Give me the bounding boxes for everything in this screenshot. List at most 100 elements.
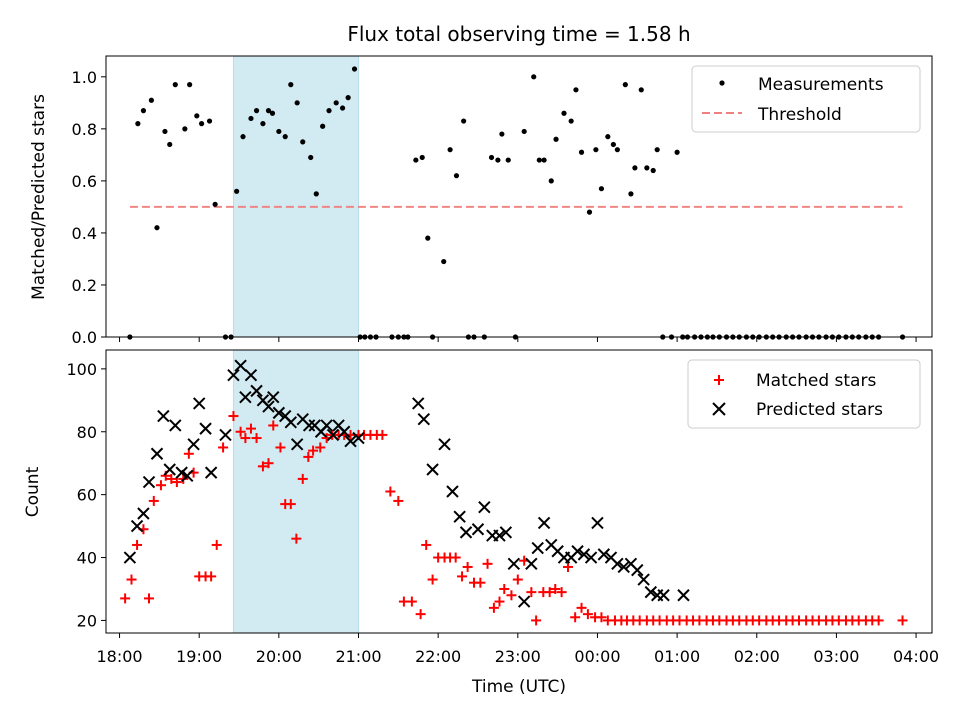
measurement-point <box>148 97 155 103</box>
measurement-point <box>182 126 188 132</box>
predicted-star-point <box>181 469 194 482</box>
measurement-point <box>586 209 593 215</box>
matched-star-point <box>308 445 319 456</box>
predicted-star-point <box>584 551 598 564</box>
measurement-point <box>578 149 585 155</box>
matched-star-point <box>550 583 561 594</box>
predicted-star-point <box>677 589 690 602</box>
predicted-star-point <box>169 419 182 432</box>
matched-star-point <box>512 574 523 585</box>
predicted-star-point <box>426 463 439 476</box>
measurement-point <box>561 110 567 116</box>
predicted-star-point <box>267 390 280 404</box>
predicted-star-point <box>617 560 630 574</box>
predicted-star-point <box>611 557 624 571</box>
y-tick-label: 0.6 <box>72 172 97 191</box>
matched-star-point <box>544 587 555 598</box>
ratio-x-ticks <box>119 337 917 342</box>
y-tick-label: 100 <box>66 360 97 379</box>
matched-star-point <box>475 577 486 588</box>
matched-star-point <box>406 596 417 607</box>
predicted-star-point <box>352 431 365 445</box>
measurement-point <box>320 123 326 129</box>
predicted-star-point <box>637 573 650 586</box>
predicted-star-point <box>326 428 340 442</box>
measurement-point <box>605 134 611 140</box>
predicted-star-point <box>250 384 263 398</box>
predicted-star-point <box>204 466 218 479</box>
predicted-star-point <box>320 419 333 432</box>
measurement-point <box>461 118 467 124</box>
predicted-star-point <box>591 516 604 530</box>
x-tick-label: 02:00 <box>734 647 780 666</box>
measurement-point <box>351 66 358 72</box>
matched-star-point <box>240 433 251 444</box>
measurement-point <box>531 74 537 80</box>
count-legend: Matched stars Predicted stars <box>687 359 921 429</box>
measurement-point <box>345 95 351 101</box>
predicted-star-point <box>244 368 258 382</box>
predicted-star-point <box>478 501 491 514</box>
measurement-point <box>269 110 276 116</box>
matched-star-point <box>462 561 473 572</box>
predicted-star-point <box>123 551 137 564</box>
x-tick-label: 22:00 <box>415 647 461 666</box>
matched-star-point <box>257 461 268 472</box>
matched-star-point <box>488 602 499 613</box>
measurement-point <box>536 157 542 163</box>
ratio-y-axis-label: Matched/Predicted stars <box>29 94 49 300</box>
measurement-point <box>140 108 147 114</box>
predicted-star-point <box>438 438 451 451</box>
y-tick-label: 60 <box>77 486 97 505</box>
y-tick-label: 0.4 <box>72 224 97 243</box>
predicted-star-point <box>499 526 513 539</box>
predicted-star-point <box>571 545 584 558</box>
matched-star-point <box>873 615 884 626</box>
predicted-star-point <box>199 422 212 435</box>
legend-measurements-marker <box>719 80 725 86</box>
legend-predicted-label: Predicted stars <box>756 400 883 420</box>
matched-star-point <box>235 426 246 437</box>
measurement-point <box>419 154 425 161</box>
matched-star-point <box>315 442 326 453</box>
predicted-star-point <box>417 412 431 426</box>
predicted-star-point <box>262 400 275 413</box>
ratio-y-ticks: 0.0 0.2 0.4 0.6 0.8 1.0 <box>72 68 106 347</box>
matched-star-point <box>132 539 143 550</box>
matched-star-point <box>268 420 279 431</box>
matched-star-point <box>531 615 542 626</box>
x-tick-label: 00:00 <box>574 647 620 666</box>
measurement-point <box>568 118 574 124</box>
measurement-point <box>260 121 266 127</box>
predicted-star-point <box>163 463 176 476</box>
x-tick-label: 21:00 <box>335 647 381 666</box>
measurement-point <box>198 121 205 127</box>
predicted-star-point <box>577 548 591 561</box>
matched-star-point <box>494 596 505 607</box>
matched-star-point <box>285 499 296 510</box>
matched-star-point <box>562 561 573 572</box>
count-y-axis-label: Count <box>23 466 43 517</box>
predicted-star-point <box>219 428 232 442</box>
measurement-point <box>154 225 160 231</box>
legend-predicted-marker <box>712 402 726 416</box>
predicted-star-point <box>150 447 164 460</box>
predicted-star-point <box>142 475 156 489</box>
predicted-star-point <box>187 438 200 451</box>
matched-star-point <box>393 495 404 506</box>
predicted-star-point <box>130 519 144 533</box>
matched-star-point <box>218 442 229 453</box>
count-panel: 20 40 60 80 100 18:00 19:00 20:00 21:00 22:00 23:… <box>23 349 939 697</box>
matched-star-point <box>120 593 131 604</box>
matched-star-point <box>415 609 426 620</box>
predicted-star-point <box>493 529 506 542</box>
y-tick-label: 1.0 <box>72 68 97 87</box>
predicted-star-point <box>644 585 658 599</box>
predicted-star-point <box>284 416 298 429</box>
measurement-point <box>541 157 547 163</box>
predicted-star-point <box>290 438 304 451</box>
measurement-point <box>650 167 656 174</box>
measurement-point <box>628 191 634 197</box>
ratio-plot-area <box>127 66 906 340</box>
predicted-star-point <box>597 548 611 561</box>
